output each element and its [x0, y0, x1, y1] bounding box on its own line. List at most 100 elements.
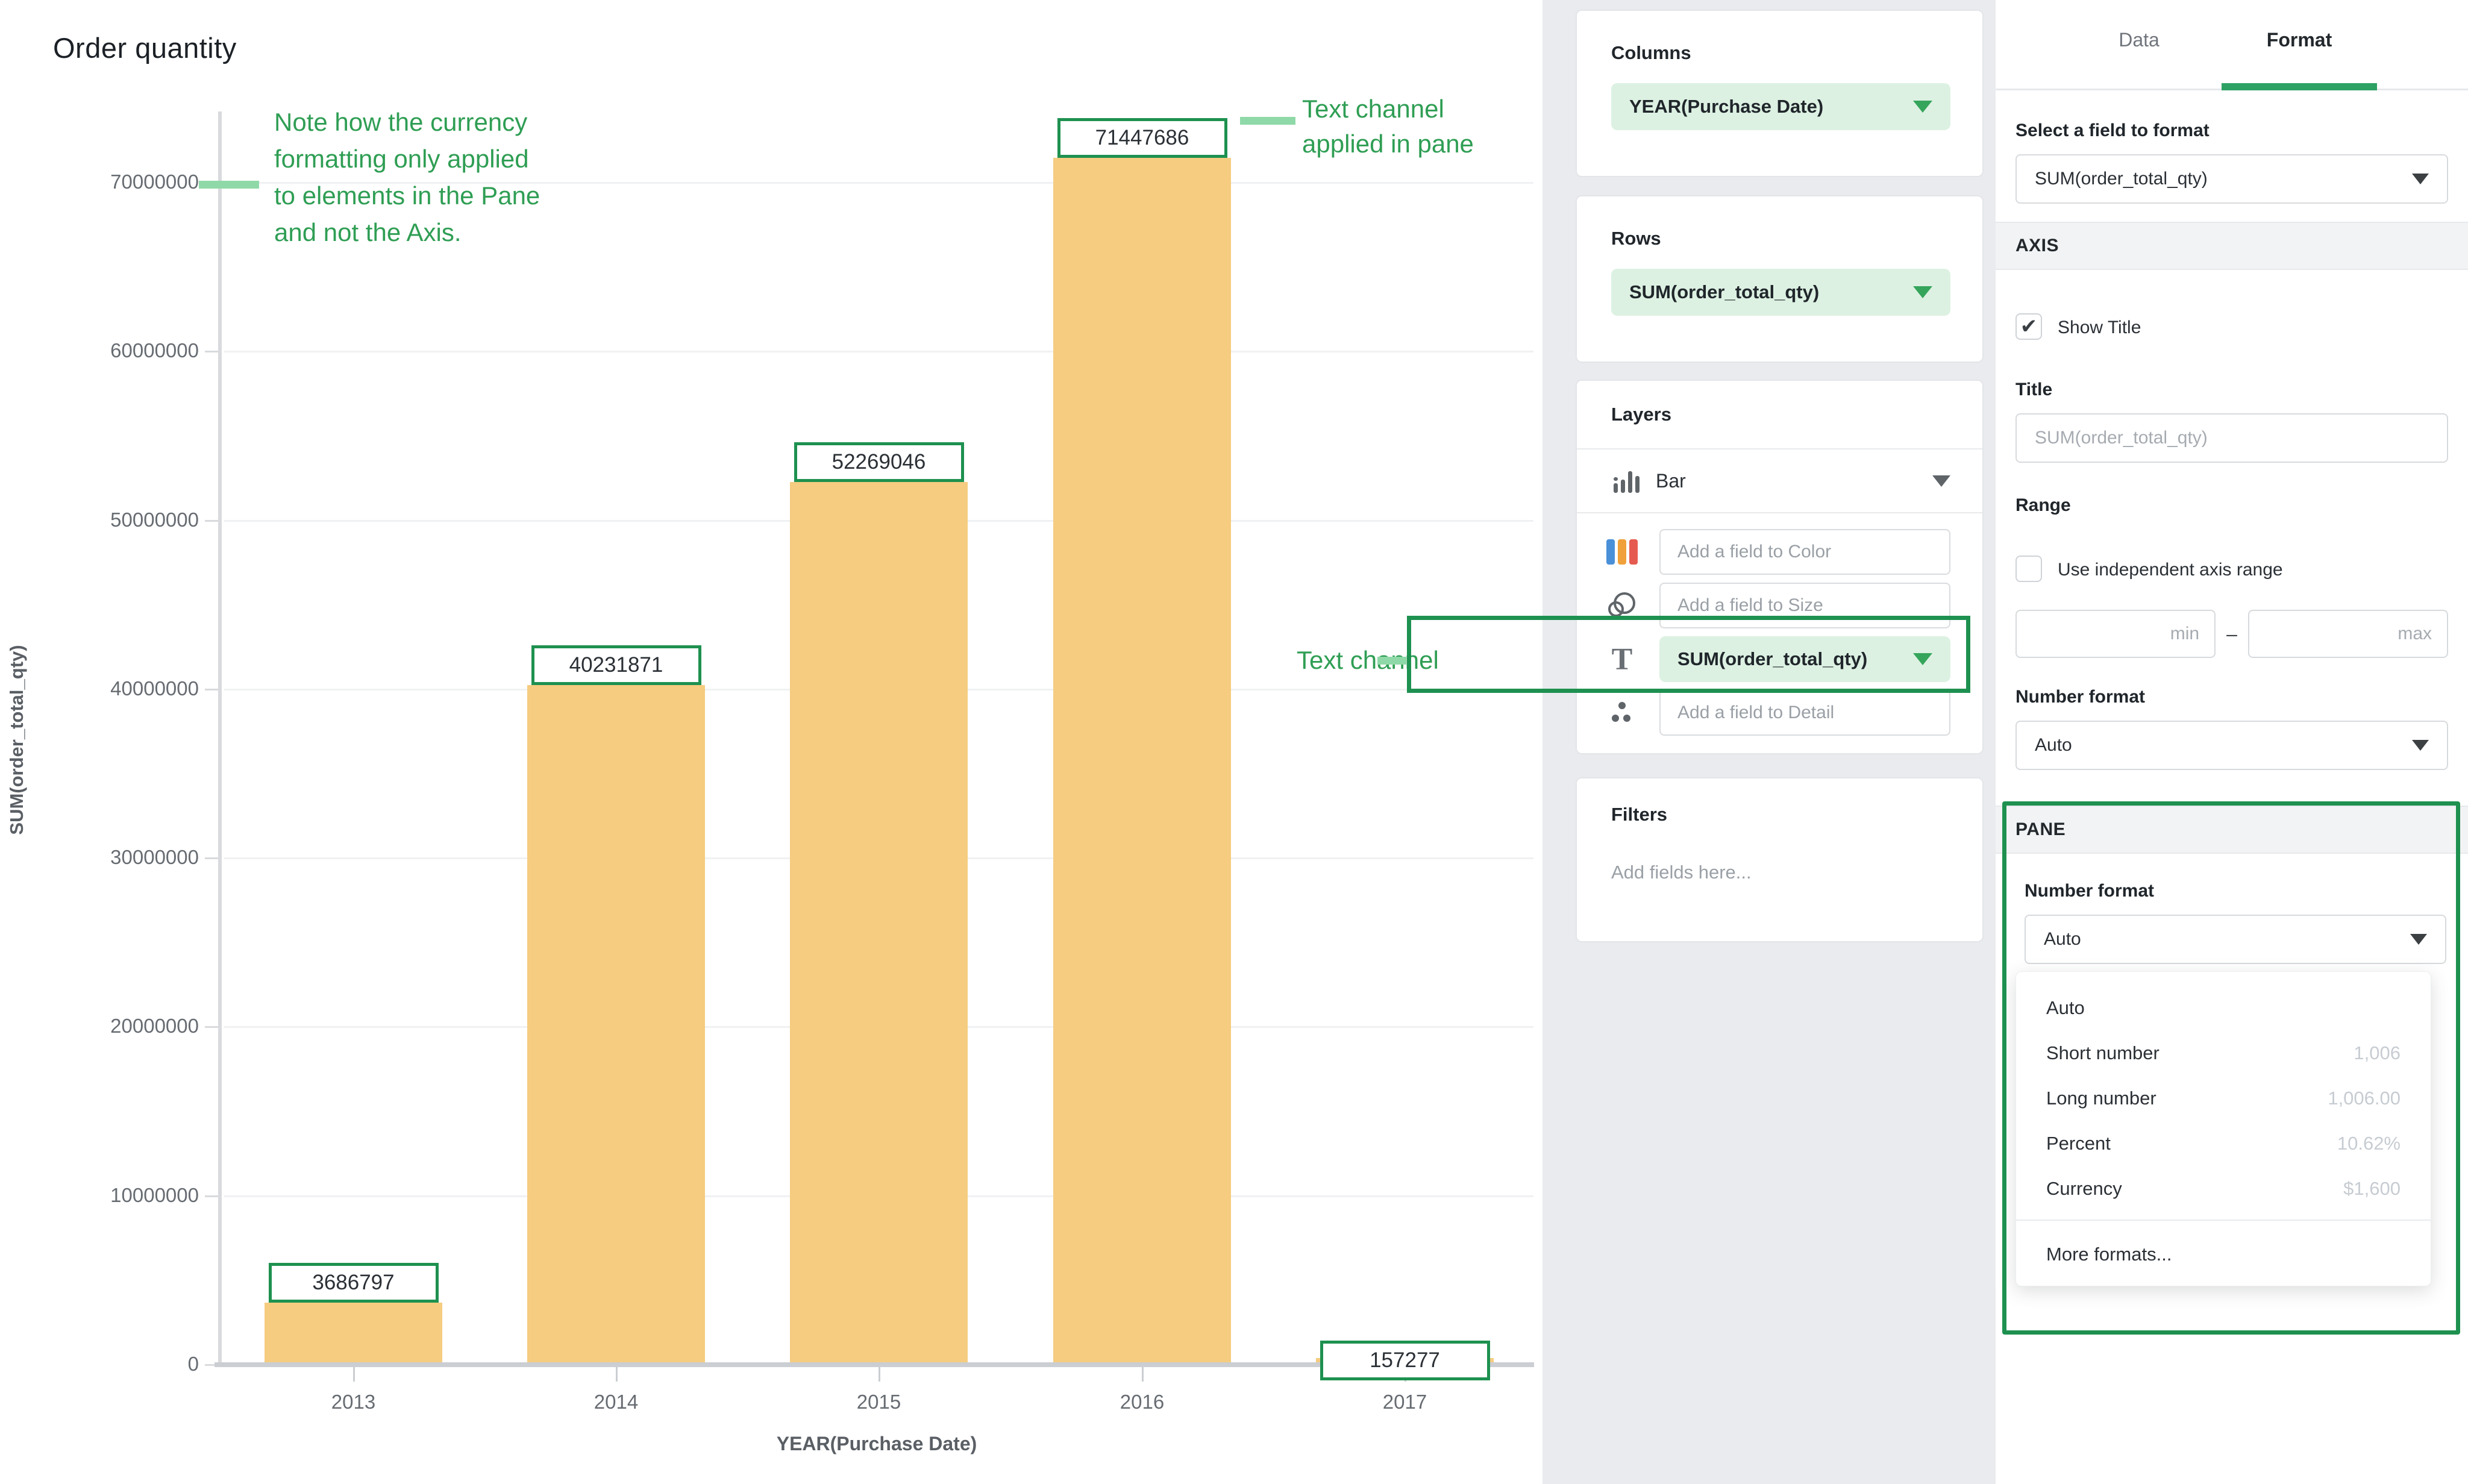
axis-section-label: AXIS	[2015, 236, 2059, 255]
rows-card: Rows SUM(order_total_qty)	[1576, 195, 1984, 363]
format-panel: Data Format Select a field to format SUM…	[1996, 0, 2468, 1484]
chevron-down-icon	[2412, 740, 2429, 751]
rows-field-pill[interactable]: SUM(order_total_qty)	[1611, 269, 1950, 316]
color-channel-input[interactable]: Add a field to Color	[1659, 529, 1950, 575]
y-axis-tick	[205, 688, 218, 690]
color-placeholder: Add a field to Color	[1677, 542, 1832, 562]
text-channel-field-label: SUM(order_total_qty)	[1677, 648, 1868, 669]
y-axis-tick-label: 60000000	[110, 339, 199, 362]
y-axis-tick	[205, 1195, 218, 1197]
axis-number-format-value: Auto	[2035, 735, 2072, 755]
range-dash: –	[2226, 622, 2237, 645]
y-axis-tick	[205, 1364, 218, 1366]
layers-header: Layers	[1611, 404, 1671, 425]
menu-item-label: Auto	[2046, 997, 2085, 1018]
pane-number-format-value: Auto	[2044, 929, 2081, 949]
axis-number-format-label: Number format	[2015, 687, 2146, 707]
y-axis-line	[218, 111, 222, 1366]
divider	[1577, 512, 1982, 513]
menu-item-example: 10.62%	[2337, 1132, 2401, 1154]
menu-item-currency[interactable]: Currency $1,600	[2016, 1166, 2431, 1211]
rows-field-label: SUM(order_total_qty)	[1629, 281, 1820, 302]
filters-card: Filters Add fields here...	[1576, 777, 1984, 942]
pane-number-format-select[interactable]: Auto	[2025, 915, 2446, 964]
menu-item-label: Long number	[2046, 1087, 2156, 1109]
note-line: Text channel	[1302, 95, 1444, 123]
bar-value-label: 71447686	[1057, 118, 1227, 158]
size-channel-icon	[1605, 583, 1640, 628]
y-axis-tick-label: 0	[187, 1353, 199, 1375]
y-axis-tick-label: 10000000	[110, 1183, 199, 1206]
chevron-down-icon	[2410, 934, 2427, 945]
chevron-down-icon	[2412, 174, 2429, 184]
layer-type-row[interactable]: Bar	[1611, 458, 1950, 504]
menu-item-label: Short number	[2046, 1042, 2160, 1063]
columns-field-label: YEAR(Purchase Date)	[1629, 96, 1824, 117]
menu-item-label: Percent	[2046, 1132, 2111, 1154]
x-axis-tick	[878, 1367, 880, 1382]
size-channel-input[interactable]: Add a field to Size	[1659, 583, 1950, 628]
range-max-input[interactable]: max	[2247, 610, 2449, 658]
axis-title-placeholder: SUM(order_total_qty)	[2035, 428, 2208, 448]
y-axis-tick-label: 70000000	[110, 171, 199, 193]
y-axis-tick	[205, 1026, 218, 1028]
chevron-down-icon[interactable]	[1913, 101, 1932, 113]
menu-item-percent[interactable]: Percent 10.62%	[2016, 1121, 2431, 1166]
menu-item-auto[interactable]: Auto	[2016, 985, 2431, 1030]
note-line: formatting only applied	[274, 145, 529, 173]
show-title-label: Show Title	[2058, 318, 2141, 337]
color-channel-icon	[1605, 529, 1640, 575]
x-axis-tick-label: 2015	[856, 1391, 901, 1413]
filters-placeholder[interactable]: Add fields here...	[1611, 862, 1752, 883]
bar-2014[interactable]	[527, 685, 705, 1365]
menu-item-more-formats[interactable]: More formats...	[2046, 1244, 2172, 1265]
y-axis-tick	[205, 857, 218, 860]
min-placeholder: min	[2170, 624, 2200, 643]
text-channel-pill[interactable]: SUM(order_total_qty)	[1659, 636, 1950, 682]
menu-item-example: $1,600	[2343, 1177, 2401, 1199]
x-axis-tick	[352, 1367, 355, 1382]
chevron-down-icon[interactable]	[1932, 475, 1950, 487]
columns-header: Columns	[1611, 42, 1691, 63]
menu-item-example: 1,006.00	[2328, 1087, 2401, 1109]
field-to-format-value: SUM(order_total_qty)	[2035, 169, 2208, 189]
text-channel-pane-annotation: Text channel applied in pane	[1302, 92, 1474, 161]
y-axis-tick-label: 20000000	[110, 1015, 199, 1038]
y-axis-tick	[205, 351, 218, 353]
tab-format[interactable]: Format	[2266, 29, 2332, 51]
menu-item-short-number[interactable]: Short number 1,006	[2016, 1030, 2431, 1075]
bar-2013[interactable]	[265, 1302, 442, 1365]
independent-range-checkbox[interactable]	[2015, 556, 2042, 582]
select-field-label: Select a field to format	[2015, 121, 2210, 140]
x-axis-tick-label: 2013	[331, 1391, 376, 1413]
y-axis-tick-label: 30000000	[110, 846, 199, 869]
tab-data[interactable]: Data	[2119, 29, 2160, 51]
menu-divider	[2016, 1219, 2431, 1221]
currency-note-annotation: Note how the currency formatting only app…	[274, 104, 540, 251]
axis-title-input[interactable]: SUM(order_total_qty)	[2015, 413, 2448, 463]
chevron-down-icon[interactable]	[1913, 286, 1932, 298]
show-title-checkbox[interactable]: ✔	[2015, 313, 2042, 340]
rows-header: Rows	[1611, 228, 1661, 249]
number-format-menu: Auto Short number 1,006 Long number 1,006.00…	[2015, 971, 2431, 1286]
columns-card: Columns YEAR(Purchase Date)	[1576, 10, 1984, 177]
detail-channel-input[interactable]: Add a field to Detail	[1659, 690, 1950, 736]
note-pointer-dash	[199, 181, 259, 189]
chevron-down-icon[interactable]	[1913, 653, 1932, 665]
range-min-input[interactable]: min	[2015, 610, 2216, 658]
text-channel-pointer-dash	[1377, 657, 1406, 665]
bar-2016[interactable]	[1053, 158, 1231, 1365]
menu-item-long-number[interactable]: Long number 1,006.00	[2016, 1075, 2431, 1121]
bar-2015[interactable]	[790, 481, 968, 1365]
columns-field-pill[interactable]: YEAR(Purchase Date)	[1611, 83, 1950, 130]
note-line: and not the Axis.	[274, 218, 462, 246]
field-to-format-select[interactable]: SUM(order_total_qty)	[2015, 154, 2448, 204]
y-axis-tick	[205, 519, 218, 522]
pane-number-format-label: Number format	[2025, 881, 2155, 901]
axis-number-format-select[interactable]: Auto	[2015, 721, 2448, 770]
bar-chart-icon	[1611, 465, 1643, 496]
gridline	[224, 351, 1533, 353]
x-axis-tick	[1141, 1367, 1144, 1382]
text-channel-icon: T	[1611, 642, 1633, 677]
